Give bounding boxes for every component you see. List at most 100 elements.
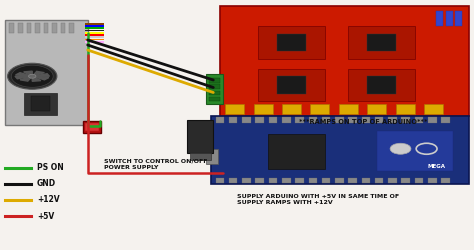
Text: SWITCH TO CONTROL ON/OFF
POWER SUPPLY: SWITCH TO CONTROL ON/OFF POWER SUPPLY (104, 159, 208, 170)
Bar (309, 117, 317, 122)
Bar (229, 178, 237, 183)
Bar (282, 117, 291, 122)
Bar (401, 178, 410, 183)
Bar (242, 117, 251, 122)
Bar (388, 178, 397, 183)
Polygon shape (15, 76, 32, 79)
Bar (211, 116, 469, 184)
Bar (375, 117, 383, 122)
Bar (446, 11, 453, 26)
Bar (441, 178, 450, 183)
Bar (44, 22, 48, 32)
Polygon shape (16, 73, 32, 76)
Bar (335, 117, 344, 122)
Bar (295, 178, 304, 183)
Bar (216, 178, 224, 183)
Bar (277, 76, 306, 94)
Bar (85, 34, 104, 36)
Bar (375, 178, 383, 183)
Circle shape (390, 143, 411, 154)
Bar (209, 97, 220, 101)
Bar (268, 134, 325, 169)
Bar (255, 178, 264, 183)
Bar (69, 22, 74, 32)
Text: SUPPLY ARDUINO WITH +5V IN SAME TIME OF
SUPPLY RAMPS WITH +12V: SUPPLY ARDUINO WITH +5V IN SAME TIME OF … (237, 194, 399, 204)
Bar (225, 104, 244, 114)
Bar (85, 30, 104, 31)
Bar (61, 22, 65, 32)
Bar (348, 178, 357, 183)
Bar (242, 178, 251, 183)
Bar (85, 122, 99, 131)
Bar (377, 131, 453, 171)
Bar (254, 104, 273, 114)
Bar (85, 25, 104, 27)
Bar (455, 11, 462, 26)
Bar (348, 26, 415, 59)
Polygon shape (24, 71, 32, 76)
Text: MEGA: MEGA (427, 164, 445, 169)
Bar (85, 23, 104, 24)
Bar (401, 117, 410, 122)
Bar (52, 22, 57, 32)
Bar (209, 78, 220, 82)
Bar (396, 104, 415, 114)
Bar (339, 104, 358, 114)
Bar (415, 178, 423, 183)
Polygon shape (32, 74, 49, 76)
Bar (206, 74, 223, 104)
Text: PS ON: PS ON (37, 163, 64, 172)
Bar (282, 104, 301, 114)
Bar (367, 76, 396, 94)
Bar (206, 149, 218, 164)
Bar (335, 178, 344, 183)
Bar (85, 38, 104, 40)
Bar (190, 152, 211, 160)
Bar (277, 34, 306, 51)
Bar (362, 117, 370, 122)
Bar (209, 90, 220, 95)
Bar (415, 117, 423, 122)
Bar (85, 27, 104, 29)
Bar (322, 178, 330, 183)
Bar (24, 92, 57, 115)
Bar (35, 22, 40, 32)
Bar (388, 117, 397, 122)
Bar (216, 117, 224, 122)
Bar (269, 117, 277, 122)
Circle shape (11, 65, 53, 87)
Bar (362, 178, 370, 183)
Bar (31, 96, 50, 111)
Bar (258, 26, 325, 59)
Bar (83, 121, 101, 132)
Bar (322, 117, 330, 122)
Polygon shape (32, 76, 41, 81)
Bar (295, 117, 304, 122)
Bar (428, 178, 437, 183)
Text: ***RAMPS ON TOP OF ARDUINO***: ***RAMPS ON TOP OF ARDUINO*** (299, 119, 427, 125)
Bar (428, 117, 437, 122)
Bar (187, 120, 213, 152)
Bar (269, 178, 277, 183)
Polygon shape (20, 76, 32, 81)
Bar (5, 20, 88, 125)
Bar (209, 84, 220, 89)
Text: +5V: +5V (37, 212, 54, 221)
Bar (27, 22, 31, 32)
Bar (85, 32, 104, 34)
Bar (85, 41, 104, 42)
Bar (310, 104, 329, 114)
Bar (309, 178, 317, 183)
Bar (367, 34, 396, 51)
Bar (9, 22, 14, 32)
Polygon shape (32, 71, 45, 76)
Bar (18, 22, 23, 32)
Polygon shape (32, 76, 49, 80)
Bar (441, 117, 450, 122)
Bar (424, 104, 443, 114)
Bar (348, 117, 357, 122)
Bar (229, 117, 237, 122)
Text: +12V: +12V (37, 196, 60, 204)
Circle shape (28, 74, 36, 78)
Bar (348, 69, 415, 101)
